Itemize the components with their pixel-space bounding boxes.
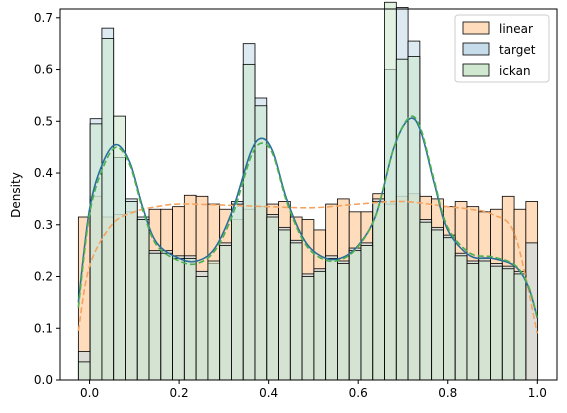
legend-swatch-linear — [462, 21, 490, 35]
bar-ickan-16 — [266, 216, 279, 381]
bars-layer — [77, 1, 539, 381]
bar-ickan-33 — [466, 263, 480, 381]
axes-layer — [59, 8, 558, 381]
x-tick-label: 0.6 — [349, 386, 368, 400]
bar-ickan-12 — [219, 245, 232, 381]
kde-line-target — [77, 117, 539, 319]
legend: linear target ickan — [454, 14, 550, 83]
bar-ickan-35 — [490, 265, 503, 381]
plot-frame — [59, 8, 558, 381]
x-tick-label: 0.0 — [80, 386, 99, 400]
bar-ickan-19 — [301, 276, 315, 381]
bar-ickan-26 — [384, 1, 397, 381]
bar-ickan-8 — [172, 257, 185, 381]
bar-ickan-5 — [136, 219, 150, 381]
bar-ickan-20 — [313, 270, 327, 381]
kde-line-linear — [77, 200, 539, 334]
bar-ickan-29 — [419, 221, 433, 381]
y-tick-label: 0.7 — [34, 11, 53, 25]
y-tick-label: 0.6 — [34, 63, 53, 77]
bar-ickan-34 — [478, 260, 491, 381]
y-tick-label: 0.3 — [34, 218, 53, 232]
x-tick-label: 0.2 — [170, 386, 189, 400]
x-tick-label: 1.0 — [528, 386, 547, 400]
bar-ickan-2 — [101, 38, 115, 381]
bar-ickan-31 — [443, 237, 456, 381]
bar-ickan-0 — [77, 361, 91, 381]
bar-ickan-23 — [348, 250, 362, 381]
kde-layer — [77, 115, 539, 334]
y-tick-label: 0.5 — [34, 114, 53, 128]
bar-ickan-11 — [207, 260, 221, 381]
legend-swatch-target — [462, 42, 490, 56]
bar-ickan-7 — [160, 252, 173, 381]
bar-ickan-14 — [242, 63, 256, 381]
bar-ickan-27 — [395, 58, 409, 381]
bar-ickan-21 — [325, 257, 338, 381]
legend-swatch-ickan — [462, 63, 490, 77]
y-tick-label: 0.1 — [34, 321, 53, 335]
bar-ickan-17 — [278, 229, 291, 381]
bar-ickan-15 — [254, 105, 268, 381]
bar-ickan-1 — [89, 123, 103, 381]
bar-ickan-3 — [113, 115, 126, 381]
bar-ickan-36 — [501, 268, 515, 381]
y-tick-label: 0.0 — [34, 373, 53, 387]
bar-ickan-28 — [407, 56, 421, 381]
bar-ickan-22 — [337, 263, 350, 381]
bar-ickan-13 — [231, 203, 244, 381]
x-axis-ticks: 0.0 0.2 0.4 0.6 0.8 1.0 — [80, 380, 547, 400]
series-ickan-bars — [77, 1, 527, 381]
bar-ickan-9 — [183, 257, 197, 381]
y-tick-label: 0.2 — [34, 270, 53, 284]
bar-ickan-25 — [372, 201, 385, 381]
legend-label-target: target — [499, 43, 536, 57]
bar-ickan-30 — [431, 229, 444, 381]
kde-line-ickan — [77, 115, 539, 319]
y-axis-label: Density — [9, 172, 23, 218]
legend-label-ickan: ickan — [499, 64, 531, 78]
y-axis-ticks: 0.0 0.1 0.2 0.3 0.4 0.5 0.6 0.7 — [34, 11, 60, 387]
bar-ickan-10 — [195, 276, 209, 381]
bar-ickan-24 — [360, 245, 374, 381]
bar-ickan-4 — [125, 201, 138, 381]
bar-ickan-37 — [513, 273, 527, 381]
x-tick-label: 0.4 — [259, 386, 278, 400]
bar-ickan-18 — [289, 242, 303, 381]
x-tick-label: 0.8 — [438, 386, 457, 400]
bar-ickan-32 — [454, 255, 468, 381]
bar-ickan-6 — [148, 252, 162, 381]
legend-label-linear: linear — [499, 22, 533, 36]
y-tick-label: 0.4 — [34, 166, 53, 180]
